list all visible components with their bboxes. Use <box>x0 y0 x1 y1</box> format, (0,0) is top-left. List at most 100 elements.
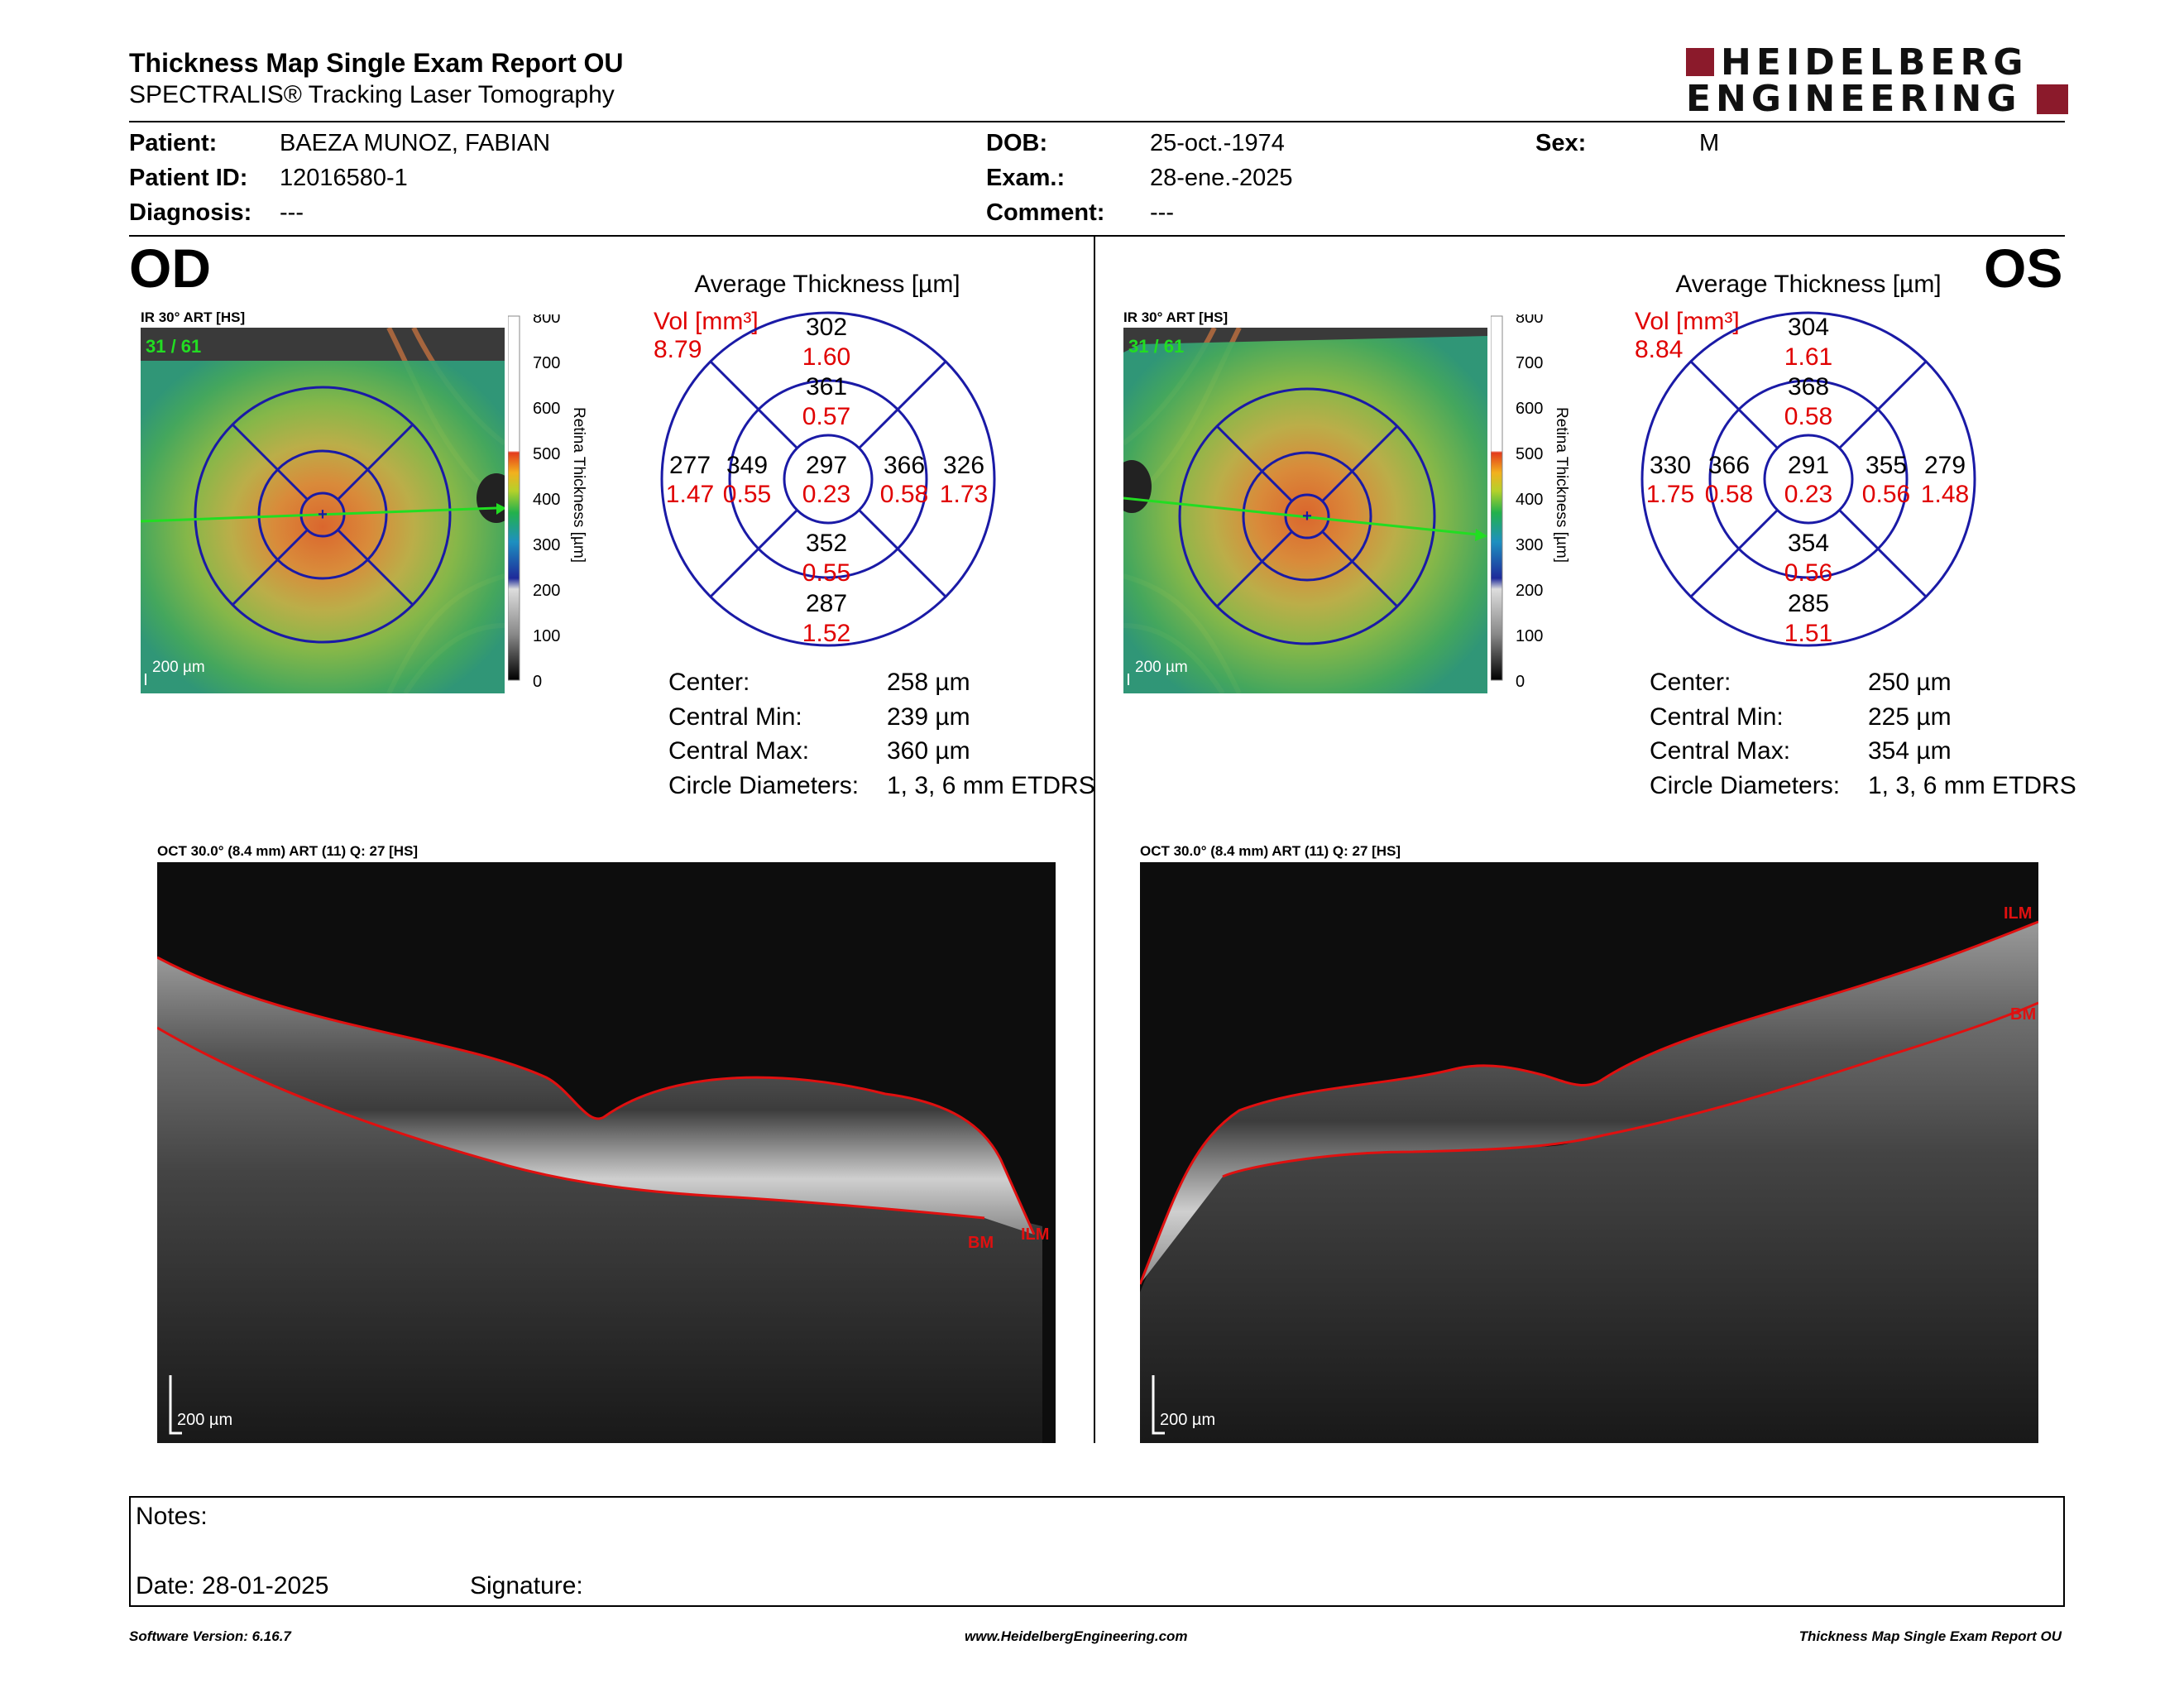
divider-top <box>129 121 2065 122</box>
od-inner-sup-vol: 0.57 <box>802 403 850 430</box>
scale-tick: 500 <box>1516 445 1543 463</box>
od-scan-arrow <box>496 503 505 515</box>
comment-label: Comment: <box>986 199 1105 226</box>
diagnosis-label: Diagnosis: <box>129 199 252 226</box>
os-inner-left-vol: 0.58 <box>1705 481 1753 508</box>
report-subtitle: SPECTRALIS® Tracking Laser Tomography <box>129 81 615 108</box>
patient-label: Patient: <box>129 130 218 156</box>
os-frame-counter: 31 / 61 <box>1128 336 1184 357</box>
od-inner-right-vol: 0.58 <box>880 481 928 508</box>
od-etdrs-grid <box>194 386 452 644</box>
od-oct-bscan: ILM BM 200 µm <box>157 862 1056 1443</box>
patient-name: BAEZA MUNOZ, FABIAN <box>280 130 551 156</box>
scale-tick: 600 <box>1516 400 1543 418</box>
os-center-label: Center: <box>1650 669 1731 696</box>
os-inner-right-thick: 355 <box>1866 452 1907 479</box>
od-ir-label: IR 30° ART [HS] <box>141 309 246 325</box>
os-center-thick: 291 <box>1788 452 1829 479</box>
os-min-label: Central Min: <box>1650 703 1784 731</box>
os-inner-sup-thick: 368 <box>1788 373 1829 400</box>
divider-eyes <box>1094 237 1095 1443</box>
os-ilm-label: ILM <box>2004 904 2032 923</box>
scale-tick: 100 <box>1516 627 1543 645</box>
os-fovea-plus: + <box>1302 507 1312 525</box>
scale-tick: 200 <box>533 582 560 600</box>
os-outer-inf-thick: 285 <box>1788 590 1829 617</box>
od-inner-inf-vol: 0.55 <box>802 559 850 587</box>
logo-square-top <box>1686 48 1714 76</box>
od-color-scale: 800 700 600 500 400 300 200 100 0 Retina… <box>508 314 587 691</box>
patient-id: 12016580-1 <box>280 165 408 191</box>
scale-tick: 700 <box>533 354 560 372</box>
od-outer-sup-vol: 1.60 <box>802 343 850 371</box>
logo-line1: HEIDELBERG <box>1721 41 2028 84</box>
od-eye-label: OD <box>129 237 211 299</box>
os-inner-left-thick: 366 <box>1708 452 1750 479</box>
scale-tick: 700 <box>1516 354 1543 372</box>
od-vol-total: 8.79 <box>654 336 702 363</box>
os-bm-line <box>1222 1001 2038 1178</box>
scale-tick: 300 <box>533 536 560 554</box>
os-inner-inf-thick: 354 <box>1788 530 1829 557</box>
od-fovea-plus: + <box>318 506 328 524</box>
os-oct-scalebar <box>1152 1375 1165 1435</box>
os-center-vol: 0.23 <box>1784 481 1832 508</box>
os-min-value: 225 µm <box>1868 703 1952 731</box>
sex-label: Sex: <box>1535 130 1587 156</box>
scale-tick: 600 <box>533 400 560 418</box>
od-max-value: 360 µm <box>887 737 970 765</box>
od-thickness-overlay <box>141 361 505 693</box>
od-diam-label: Circle Diameters: <box>668 772 860 799</box>
footer-website[interactable]: www.HeidelbergEngineering.com <box>965 1628 1188 1644</box>
os-bm-label: BM <box>2010 1005 2036 1024</box>
od-outer-left-vol: 1.47 <box>666 481 714 508</box>
od-retina-band <box>157 957 1034 1235</box>
od-outer-right-vol: 1.73 <box>940 481 988 508</box>
os-inner-right-vol: 0.56 <box>1862 481 1910 508</box>
od-center-value: 258 µm <box>887 669 970 696</box>
notes-date: Date: 28-01-2025 <box>136 1572 329 1599</box>
scale-tick: 0 <box>533 673 542 691</box>
heidelberg-logo: HEIDELBERG ENGINEERING <box>1686 41 2068 120</box>
sex-value: M <box>1699 130 1720 156</box>
logo-line2: ENGINEERING <box>1686 78 2022 120</box>
os-vol-total: 8.84 <box>1635 336 1684 363</box>
os-outer-sup-thick: 304 <box>1788 314 1829 341</box>
notes-box[interactable]: Notes: Date: 28-01-2025 Signature: <box>129 1496 2065 1607</box>
dob-label: DOB: <box>986 130 1048 156</box>
od-outer-inf-vol: 1.52 <box>802 620 850 647</box>
os-oct-scalebar-label: 200 µm <box>1160 1411 1215 1429</box>
os-avg-title: Average Thickness [µm] <box>1675 271 1942 298</box>
od-outer-right-thick: 326 <box>943 452 984 479</box>
os-scan-arrow <box>1475 529 1487 541</box>
od-diam-value: 1, 3, 6 mm ETDRS <box>887 772 1095 799</box>
scale-tick: 400 <box>1516 491 1543 509</box>
os-oct-bscan: ILM BM 200 µm <box>1140 862 2038 1443</box>
os-inner-inf-vol: 0.56 <box>1784 559 1832 587</box>
od-scan-line <box>141 506 497 523</box>
scale-tick: 800 <box>1516 314 1543 327</box>
os-eye-label: OS <box>1984 237 2063 299</box>
od-outer-inf-thick: 287 <box>806 590 847 617</box>
od-min-label: Central Min: <box>668 703 802 731</box>
od-inner-right-thick: 366 <box>884 452 925 479</box>
os-diam-label: Circle Diameters: <box>1650 772 1841 799</box>
signature-label: Signature: <box>470 1572 583 1599</box>
os-outer-left-thick: 330 <box>1650 452 1691 479</box>
os-retina-band <box>1140 922 2038 1284</box>
patient-id-label: Patient ID: <box>129 165 248 191</box>
logo-square-bottom <box>2037 84 2068 114</box>
os-fundus-map: + 31 / 61 200 µm <box>1123 328 1487 693</box>
os-scan-line <box>1123 496 1478 536</box>
os-etdrs-grid <box>1178 387 1436 645</box>
scale-title: Retina Thickness [µm] <box>1553 407 1570 563</box>
os-max-value: 354 µm <box>1868 737 1952 765</box>
os-vol-label: Vol [mm³] <box>1635 308 1740 335</box>
od-center-label: Center: <box>668 669 750 696</box>
od-outer-sup-thick: 302 <box>806 314 847 341</box>
footer-report-name: Thickness Map Single Exam Report OU <box>1798 1628 2062 1644</box>
scale-title: Retina Thickness [µm] <box>570 407 587 563</box>
od-etdrs-chart: 302 1.60 361 0.57 297 0.23 349 0.55 366 … <box>660 311 996 647</box>
os-outer-inf-vol: 1.51 <box>1784 620 1832 647</box>
os-oct-label: OCT 30.0° (8.4 mm) ART (11) Q: 27 [HS] <box>1140 843 1401 859</box>
